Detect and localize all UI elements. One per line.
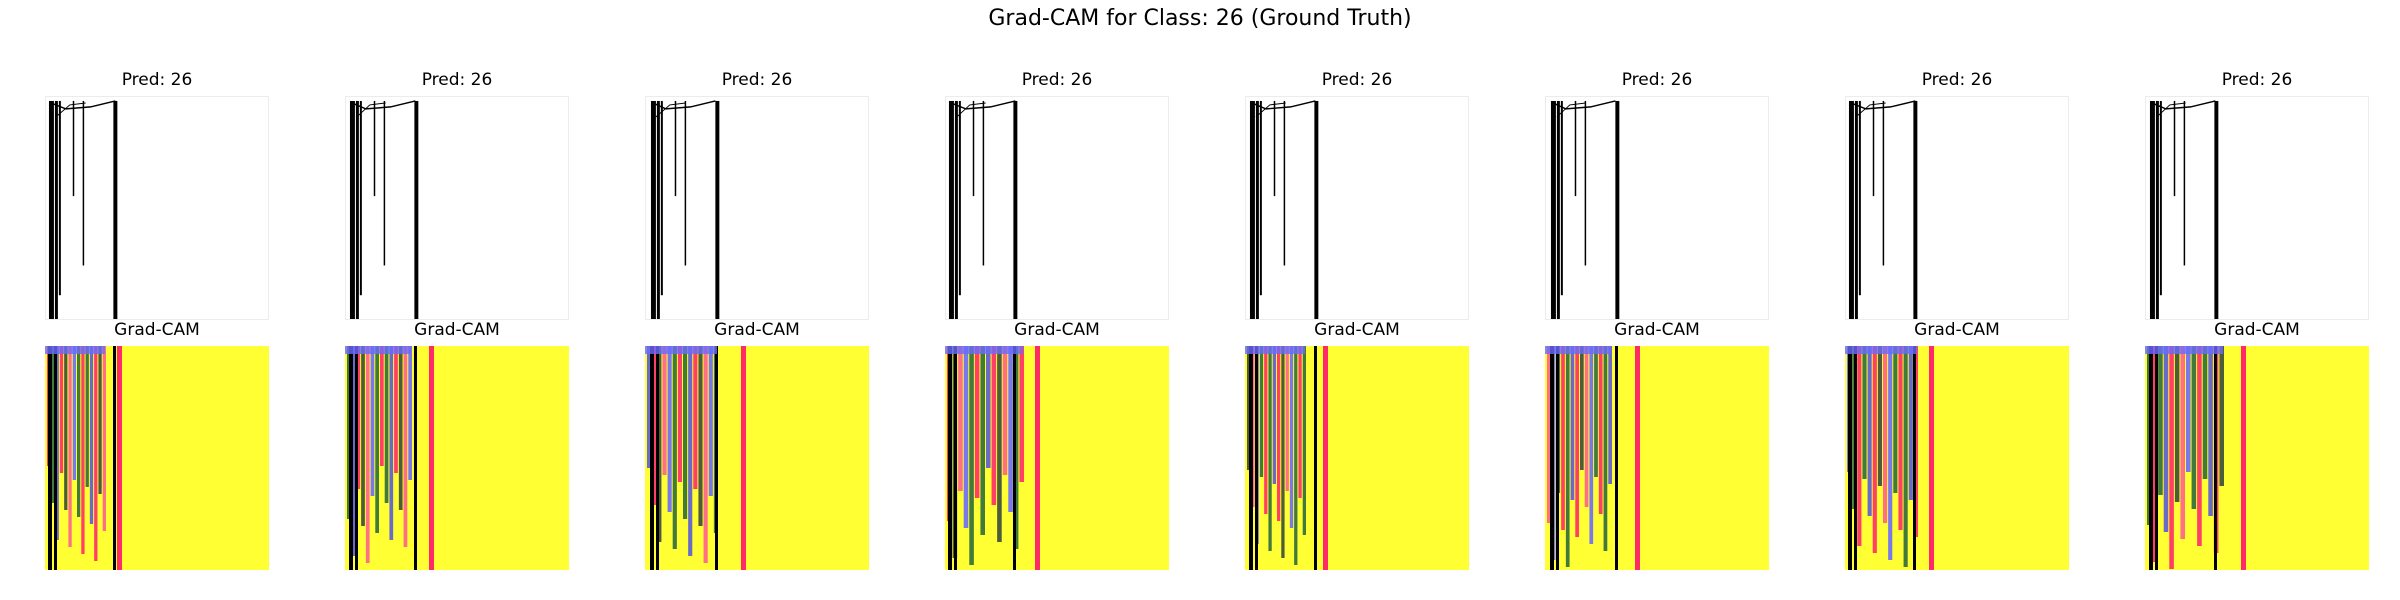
input-strokes	[650, 100, 720, 319]
heatmap-streaks	[45, 346, 122, 570]
gradcam-label: Grad-CAM	[1614, 320, 1700, 340]
pred-label: Pred: 26	[721, 70, 793, 90]
pred-label: Pred: 26	[121, 70, 193, 90]
input-image	[45, 96, 269, 320]
heatmap-streaks	[345, 346, 434, 570]
input-image	[345, 96, 569, 320]
input-image	[2145, 96, 2369, 320]
pred-label: Pred: 26	[421, 70, 493, 90]
heatmap-streaks	[1845, 346, 1934, 570]
heatmap-streaks	[1245, 346, 1328, 570]
pred-label: Pred: 26	[1921, 70, 1993, 90]
gradcam-heatmap	[1845, 346, 2069, 570]
input-image	[1845, 96, 2069, 320]
gradcam-label: Grad-CAM	[1014, 320, 1100, 340]
heatmap-streaks	[2145, 346, 2246, 570]
figure-title: Grad-CAM for Class: 26 (Ground Truth)	[988, 6, 1412, 31]
input-strokes	[2149, 100, 2219, 319]
input-strokes	[1848, 100, 1918, 319]
input-image	[945, 96, 1169, 320]
gradcam-label: Grad-CAM	[2214, 320, 2300, 340]
input-strokes	[1550, 100, 1620, 319]
heatmap-streaks	[945, 346, 1040, 570]
input-image	[1245, 96, 1469, 320]
input-strokes	[948, 100, 1018, 319]
pred-label: Pred: 26	[2221, 70, 2293, 90]
heatmap-streaks	[645, 346, 746, 570]
pred-label: Pred: 26	[1321, 70, 1393, 90]
heatmap-streaks	[1545, 346, 1640, 570]
gradcam-label: Grad-CAM	[114, 320, 200, 340]
gradcam-label: Grad-CAM	[1314, 320, 1400, 340]
input-image	[1545, 96, 1769, 320]
gradcam-heatmap	[45, 346, 269, 570]
gradcam-heatmap	[345, 346, 569, 570]
pred-label: Pred: 26	[1021, 70, 1093, 90]
input-image	[645, 96, 869, 320]
gradcam-label: Grad-CAM	[714, 320, 800, 340]
input-strokes	[48, 100, 118, 319]
input-strokes	[1249, 100, 1319, 319]
gradcam-label: Grad-CAM	[414, 320, 500, 340]
gradcam-label: Grad-CAM	[1914, 320, 2000, 340]
gradcam-heatmap	[645, 346, 869, 570]
gradcam-heatmap	[2145, 346, 2369, 570]
gradcam-heatmap	[1245, 346, 1469, 570]
gradcam-heatmap	[1545, 346, 1769, 570]
pred-label: Pred: 26	[1621, 70, 1693, 90]
input-strokes	[349, 100, 419, 319]
gradcam-heatmap	[945, 346, 1169, 570]
